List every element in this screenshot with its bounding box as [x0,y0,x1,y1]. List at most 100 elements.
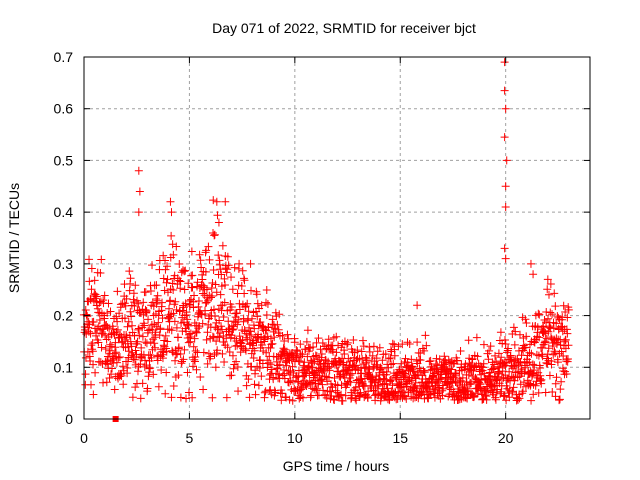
data-point [545,371,554,380]
data-point [100,291,109,300]
data-point [539,340,548,349]
data-point [174,371,183,380]
data-point [543,350,552,359]
data-point [551,302,560,311]
data-point [91,368,100,377]
data-point [491,395,500,404]
data-point [325,366,334,375]
data-point [342,380,351,389]
data-point [422,341,431,350]
data-point [228,351,237,360]
data-point [553,312,562,321]
data-point [133,367,142,376]
data-point [202,335,211,344]
data-point [501,182,510,191]
data-point [281,392,290,401]
data-point [120,314,129,323]
data-point [87,341,96,350]
data-point [113,287,122,296]
data-point [220,274,229,283]
data-point [99,378,108,387]
axis-ticks [83,56,590,420]
data-point [163,262,172,271]
data-point [184,388,193,397]
data-point [210,230,219,239]
data-point [237,342,246,351]
data-point [138,379,147,388]
data-point [96,269,105,278]
data-point [426,356,435,365]
data-point [544,290,553,299]
data-point [190,334,199,343]
data-point [555,396,564,405]
data-point [260,388,269,397]
data-point [362,390,371,399]
data-point [426,366,435,375]
data-point [205,255,214,264]
data-point [227,302,236,311]
data-point [142,306,151,315]
data-point [312,384,321,393]
y-tick-label: 0.3 [54,256,74,272]
data-point [138,323,147,332]
data-point [464,371,473,380]
data-point [186,329,195,338]
data-point [479,363,488,372]
data-point [84,323,93,332]
data-point [351,361,360,370]
data-point [555,395,564,404]
data-point [402,394,411,403]
data-point [154,382,163,391]
data-point [526,259,535,268]
data-point [505,367,514,376]
data-point [215,316,224,325]
data-point [338,396,347,405]
data-point [196,373,205,382]
data-point [338,360,347,369]
data-point [291,351,300,360]
data-point [167,326,176,335]
data-point [263,363,272,372]
data-point [227,273,236,282]
data-point [322,393,331,402]
data-point [509,323,518,332]
data-point [525,379,534,388]
data-point [486,342,495,351]
data-point [551,392,560,401]
data-point [296,340,305,349]
data-point [166,296,175,305]
data-point [195,250,204,259]
data-point [432,354,441,363]
data-point [352,376,361,385]
data-point [198,275,207,284]
data-point [128,393,137,402]
data-point [210,350,219,359]
data-point [252,290,261,299]
data-point [106,307,115,316]
data-point [250,380,259,389]
data-point [183,315,192,324]
data-point [546,279,555,288]
data-point [240,276,249,285]
data-point [258,341,267,350]
data-point [551,349,560,358]
data-point [141,288,150,297]
data-point [118,362,127,371]
data-point [451,369,460,378]
data-point [448,377,457,386]
data-point [86,329,95,338]
data-point [161,389,170,398]
data-point [268,339,277,348]
data-point [273,361,282,370]
data-point [127,312,136,321]
data-point [389,389,398,398]
data-point [352,396,361,405]
data-point [318,338,327,347]
data-point [280,369,289,378]
data-point [290,384,299,393]
data-point [247,286,256,295]
data-point [346,378,355,387]
data-point [489,382,498,391]
data-point [250,324,259,333]
data-point [277,396,286,405]
